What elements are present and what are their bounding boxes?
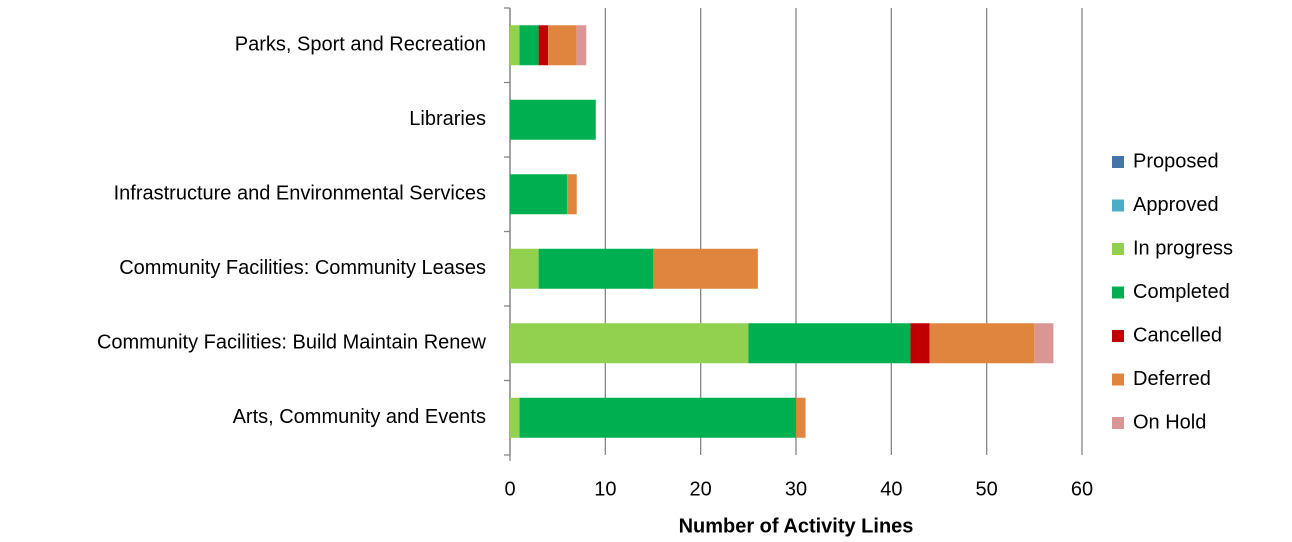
x-tick-label: 50 bbox=[976, 478, 998, 500]
bar-segment bbox=[538, 248, 653, 289]
y-tick-label: Parks, Sport and Recreation bbox=[235, 34, 486, 56]
x-tick-label: 10 bbox=[594, 478, 616, 500]
x-axis-title: Number of Activity Lines bbox=[679, 515, 914, 537]
bar-segment bbox=[910, 323, 930, 364]
legend-label: Completed bbox=[1133, 281, 1230, 303]
bar-segment bbox=[548, 25, 577, 66]
x-tick-label: 0 bbox=[504, 478, 515, 500]
legend-label: Deferred bbox=[1133, 368, 1211, 390]
bar-segment bbox=[510, 25, 520, 66]
x-tick-label: 40 bbox=[880, 478, 902, 500]
legend-label: Cancelled bbox=[1133, 324, 1222, 346]
legend-swatch bbox=[1112, 156, 1124, 168]
legend-swatch bbox=[1112, 199, 1124, 212]
bar-segment bbox=[519, 25, 539, 66]
bar-segment bbox=[538, 25, 549, 66]
x-tick-label: 60 bbox=[1071, 478, 1093, 500]
legend-swatch bbox=[1112, 417, 1124, 429]
x-tick-label: 20 bbox=[690, 478, 712, 500]
y-tick-label: Community Facilities: Community Leases bbox=[119, 257, 486, 279]
y-tick-label: Community Facilities: Build Maintain Ren… bbox=[97, 332, 487, 354]
bar-segment bbox=[510, 99, 596, 140]
bar-segment bbox=[510, 248, 539, 289]
bar-segment bbox=[796, 397, 806, 438]
legend-swatch bbox=[1112, 286, 1124, 299]
y-tick-label: Infrastructure and Environmental Service… bbox=[114, 183, 486, 205]
bar-segment bbox=[653, 248, 758, 289]
legend-swatch bbox=[1112, 330, 1124, 342]
legend-swatch bbox=[1112, 373, 1124, 386]
bar-segment bbox=[1034, 323, 1054, 364]
bar-segment bbox=[510, 174, 568, 215]
legend-swatch bbox=[1112, 243, 1124, 255]
y-tick-label: Libraries bbox=[409, 108, 486, 130]
bar-segment bbox=[748, 323, 911, 364]
bar-segment bbox=[510, 397, 520, 438]
bar-segment bbox=[929, 323, 1035, 364]
legend-label: In progress bbox=[1133, 237, 1233, 259]
legend-label: On Hold bbox=[1133, 411, 1206, 433]
y-tick-label: Arts, Community and Events bbox=[233, 406, 486, 428]
legend-label: Proposed bbox=[1133, 150, 1219, 172]
x-tick-label: 30 bbox=[785, 478, 807, 500]
bar-segment bbox=[519, 397, 796, 438]
legend-label: Approved bbox=[1133, 194, 1219, 216]
bar-segment bbox=[576, 25, 587, 66]
bar-segment bbox=[510, 323, 749, 364]
bar-segment bbox=[567, 174, 577, 215]
